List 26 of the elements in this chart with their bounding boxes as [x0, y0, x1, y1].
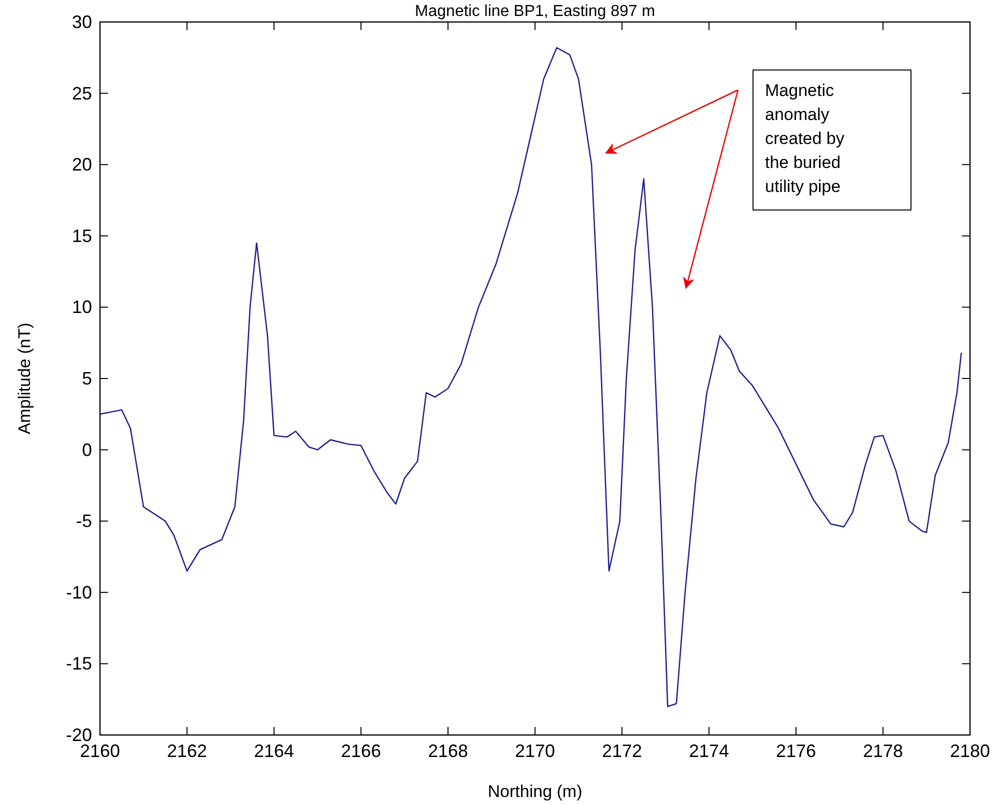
- x-tick-label: 2166: [340, 741, 382, 761]
- y-tick-label: 20: [72, 154, 92, 175]
- y-tick-label: -10: [66, 582, 92, 602]
- x-tick-label: 2178: [862, 741, 904, 761]
- chart-title: Magnetic line BP1, Easting 897 m: [414, 3, 656, 20]
- x-tick-label: 2176: [776, 741, 816, 761]
- y-tick-label: 15: [72, 226, 92, 246]
- x-axis-title: Northing (m): [488, 782, 582, 801]
- x-tick-label: 2164: [254, 741, 294, 761]
- y-axis-title: Amplitude (nT): [15, 322, 34, 434]
- x-tick-label: 2180: [950, 741, 990, 761]
- annotation: Magnetic anomaly created by the buried utility pipe: [765, 81, 845, 196]
- y-tick-label: 5: [82, 368, 92, 388]
- y-tick-label: 10: [72, 297, 92, 318]
- line-series: [99, 47, 962, 708]
- note-box: Magnetic anomaly created by the buried utility pipe: [752, 70, 912, 210]
- x-tick-label: 2170: [514, 741, 556, 761]
- x-tick-label: 2174: [688, 741, 730, 761]
- x-tick-label: 2162: [166, 741, 208, 761]
- y-tick-label: -15: [66, 654, 92, 674]
- x-tick-label: 2168: [428, 741, 468, 761]
- y-tick-label: 0: [82, 440, 92, 460]
- y-tick-label: 25: [72, 83, 92, 104]
- y-tick-label: 30: [72, 12, 92, 32]
- x-tick-label: 2172: [602, 741, 642, 761]
- y-tick-label: -5: [76, 511, 92, 532]
